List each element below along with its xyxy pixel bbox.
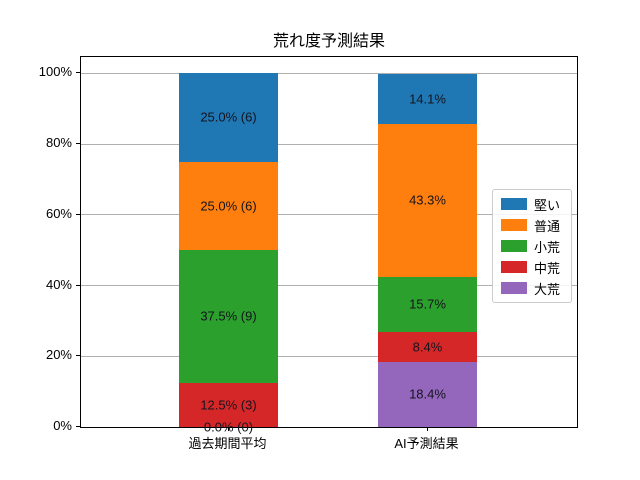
bar-segment-label: 18.4%	[409, 386, 446, 402]
gridline	[81, 143, 577, 145]
bar-segment-label: 37.5% (9)	[200, 308, 257, 324]
x-tick-mark	[227, 427, 229, 431]
bar-segment	[378, 276, 477, 333]
gridline	[81, 355, 577, 357]
bar-segment-label: 0.0% (0)	[203, 419, 254, 435]
bar-segment	[378, 73, 477, 124]
bar-segment-label: 14.1%	[409, 91, 446, 107]
bar-segment	[179, 382, 278, 427]
bar-segment-label: 25.0% (6)	[200, 109, 257, 125]
bar-segment-label: 43.3%	[409, 192, 446, 208]
legend-item: 中荒	[501, 259, 563, 276]
gridline	[81, 285, 577, 286]
bar-segment-label: 15.7%	[409, 296, 446, 312]
legend-label: 中荒	[534, 260, 561, 276]
y-tick-mark	[76, 284, 80, 286]
y-tick-label: 80%	[45, 135, 72, 151]
y-tick-mark	[76, 143, 80, 145]
bar-segment-label: 12.5% (3)	[200, 397, 257, 413]
bar-segment-label: 8.4%	[412, 339, 443, 355]
y-tick-label: 0%	[53, 418, 72, 433]
y-tick-label: 60%	[45, 205, 72, 221]
y-tick-mark	[76, 213, 80, 215]
bar-segment-label: 25.0% (6)	[200, 198, 257, 214]
x-tick-mark	[426, 427, 428, 431]
bar-segment	[179, 73, 278, 162]
chart-title: 荒れ度予測結果	[272, 33, 385, 50]
bar-segment	[179, 161, 278, 251]
legend-swatch-icon	[501, 219, 527, 231]
y-tick-label: 20%	[45, 347, 72, 363]
gridline	[81, 72, 577, 74]
bar-segment	[179, 250, 278, 383]
legend-swatch-icon	[501, 282, 527, 294]
plot-area: 0.0% (0) 12.5% (3) 37.5% (9) 25.0% (6) 25.0%…	[80, 56, 578, 435]
legend-label: 小荒	[534, 239, 561, 255]
gridline	[81, 214, 577, 216]
y-tick-mark	[76, 355, 80, 357]
y-tick-mark	[76, 72, 80, 74]
legend-swatch-icon	[501, 240, 527, 252]
y-tick-label: 40%	[45, 276, 72, 292]
legend-item: 小荒	[501, 238, 563, 255]
legend-swatch-icon	[501, 261, 527, 273]
bar-segment	[378, 123, 477, 277]
legend: 堅い普通小荒中荒大荒	[492, 189, 572, 303]
x-category-label: 過去期間平均	[188, 436, 267, 451]
y-tick-label: 100%	[38, 64, 72, 80]
legend-item: 普通	[501, 217, 563, 234]
x-category-label: AI予測結果	[394, 436, 459, 451]
legend-label: 普通	[534, 218, 561, 234]
bar-segment	[378, 332, 477, 362]
legend-label: 大荒	[534, 281, 561, 297]
bar-segment	[378, 361, 477, 427]
legend-item: 大荒	[501, 280, 563, 297]
legend-swatch-icon	[501, 198, 527, 210]
y-tick-mark	[76, 426, 80, 427]
legend-label: 堅い	[534, 197, 561, 213]
legend-item: 堅い	[501, 196, 563, 213]
